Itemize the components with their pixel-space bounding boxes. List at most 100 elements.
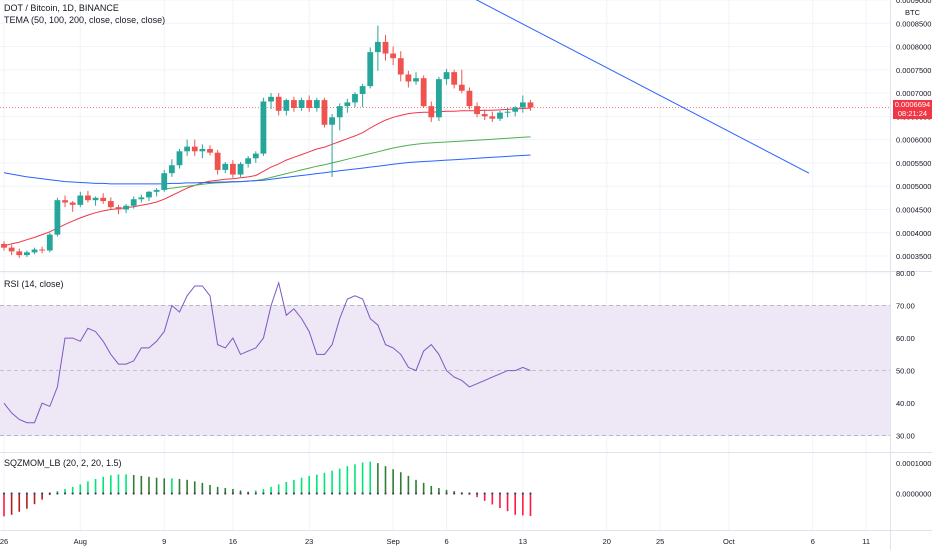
candle — [214, 149, 221, 175]
squeeze-dot — [48, 492, 51, 495]
candle-body — [92, 197, 99, 201]
momentum-bar — [369, 461, 372, 495]
candle-body — [359, 86, 366, 95]
candle-body — [329, 117, 335, 125]
candle-body — [382, 41, 389, 54]
momentum-bar — [285, 481, 288, 495]
squeeze-dot — [155, 492, 158, 495]
candle — [199, 144, 206, 159]
momentum-bar — [353, 464, 357, 495]
candle-body — [344, 102, 351, 107]
candle-body — [199, 148, 206, 152]
candle — [443, 68, 450, 85]
candle-body — [519, 102, 526, 108]
squeeze-dot — [41, 492, 44, 495]
momentum-bar — [269, 486, 273, 495]
candle — [146, 190, 152, 202]
momentum-bar — [422, 482, 425, 495]
squeeze-dot — [300, 492, 303, 495]
squeeze-dot — [399, 492, 402, 495]
candle-body — [39, 249, 46, 251]
momentum-bar — [475, 492, 479, 498]
candle — [16, 248, 23, 258]
candle — [451, 69, 458, 89]
candle-body — [46, 234, 53, 251]
squeeze-dot — [392, 492, 395, 495]
candle — [54, 197, 61, 237]
price-axis-label: 0.0004000 — [896, 229, 931, 238]
candle — [62, 195, 68, 208]
current-price-value: 0.0006694 — [894, 100, 931, 109]
squeeze-momentum-legend: SQZMOM_LB (20, 2, 20, 1.5) — [4, 458, 122, 468]
candle-body — [504, 111, 511, 113]
candle — [397, 51, 404, 82]
rsi-axis: 80.00 70.00 60.00 50.00 40.00 30.00 — [896, 269, 915, 441]
squeeze-dot — [170, 492, 173, 495]
candle-countdown: 08:21:24 — [897, 109, 928, 118]
momentum-bar — [468, 492, 471, 495]
candle — [504, 108, 511, 118]
momentum-bar — [445, 489, 448, 495]
candle-body — [207, 148, 213, 153]
candle-body — [222, 163, 229, 170]
squeeze-dot — [407, 492, 410, 495]
momentum-bar — [392, 469, 395, 495]
candle — [268, 93, 274, 109]
candle — [23, 250, 30, 257]
squeeze-dot — [323, 492, 326, 495]
candle — [138, 194, 145, 203]
candle — [382, 34, 389, 61]
chart-title: DOT / Bitcoin, 1D, BINANCE — [4, 3, 119, 13]
squeeze-dot — [254, 492, 257, 495]
price-axis-label: 0.0007500 — [896, 66, 931, 75]
squeeze-dot — [498, 492, 502, 495]
squeeze-dot — [201, 492, 204, 495]
candle-body — [512, 107, 519, 112]
momentum-bar — [323, 472, 326, 495]
candle-body — [230, 163, 236, 175]
momentum-bar — [147, 476, 151, 495]
candle-body — [458, 84, 465, 91]
candle — [8, 244, 15, 256]
momentum-bar — [170, 478, 173, 495]
squeeze-dot — [491, 492, 494, 495]
time-axis-label: Sep — [386, 537, 399, 546]
time-axis-label: 16 — [229, 537, 237, 546]
candle-body — [298, 100, 305, 108]
squeeze-dot — [422, 492, 425, 495]
price-axis-label: 0.0004500 — [896, 205, 931, 214]
momentum-histogram — [2, 461, 532, 517]
squeeze-dot — [132, 492, 135, 495]
candle-body — [489, 116, 496, 119]
momentum-bar — [346, 466, 349, 495]
momentum-bar — [63, 488, 67, 495]
momentum-bar — [132, 474, 135, 495]
momentum-bar — [102, 476, 105, 495]
momentum-bar — [25, 492, 28, 509]
time-axis-label: 13 — [519, 537, 527, 546]
rsi-legend: RSI (14, close) — [4, 279, 64, 289]
momentum-bar — [247, 491, 250, 495]
candle — [1, 241, 7, 251]
candle-body — [100, 197, 107, 202]
squeeze-dot — [506, 492, 509, 495]
candle — [291, 96, 297, 112]
price-axis-label: 0.0007000 — [896, 89, 931, 98]
momentum-bar — [208, 485, 212, 495]
candle — [321, 97, 328, 128]
candle-body — [176, 151, 183, 166]
squeeze-dot — [71, 492, 74, 495]
squeeze-dot — [147, 492, 151, 495]
squeeze-dot — [140, 492, 143, 495]
candle-body — [214, 152, 221, 170]
candle — [413, 72, 419, 85]
momentum-bar — [453, 491, 456, 495]
candle — [390, 46, 397, 66]
candle-body — [23, 252, 30, 256]
momentum-bar — [10, 492, 13, 515]
squeeze-dot — [25, 492, 28, 495]
candle — [374, 25, 381, 71]
candle-body — [268, 96, 274, 102]
